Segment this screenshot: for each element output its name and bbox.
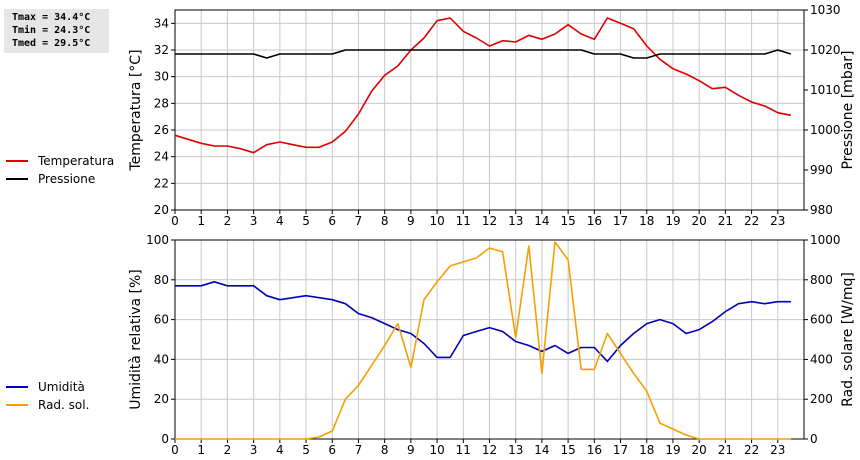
x-tick-label: 11 xyxy=(456,443,471,457)
x-tick-label: 10 xyxy=(429,214,444,228)
x-tick-label: 13 xyxy=(508,443,523,457)
x-tick-label: 17 xyxy=(613,443,628,457)
x-tick-label: 20 xyxy=(692,214,707,228)
x-tick-label: 7 xyxy=(355,443,363,457)
y-axis-title-left: Umidità relativa [%] xyxy=(128,269,144,410)
y-tick-label-right: 1020 xyxy=(810,43,841,57)
y-tick-label-left: 30 xyxy=(154,70,169,84)
x-tick-label: 16 xyxy=(587,214,602,228)
plot-frame xyxy=(174,9,805,211)
x-tick-label: 4 xyxy=(276,214,284,228)
y-axis-title-left: Temperatura [°C] xyxy=(128,49,144,171)
x-tick-label: 18 xyxy=(639,443,654,457)
y-tick-label-left: 60 xyxy=(154,313,169,327)
y-tick-label-left: 0 xyxy=(161,432,169,446)
legend-label: Rad. sol. xyxy=(38,398,89,412)
x-tick-label: 15 xyxy=(560,443,575,457)
x-tick-label: 21 xyxy=(718,214,733,228)
x-tick-label: 21 xyxy=(718,443,733,457)
x-tick-label: 6 xyxy=(328,214,336,228)
y-tick-label-right: 980 xyxy=(810,203,833,217)
y-tick-label-right: 400 xyxy=(810,352,833,366)
x-tick-label: 19 xyxy=(665,443,680,457)
legend-label: Pressione xyxy=(38,172,95,186)
legend-label: Temperatura xyxy=(37,154,114,168)
x-tick-label: 12 xyxy=(482,214,497,228)
y-axis-title-right: Pressione [mbar] xyxy=(840,50,856,169)
x-tick-label: 14 xyxy=(534,214,549,228)
x-tick-label: 17 xyxy=(613,214,628,228)
legend-label: Umidità xyxy=(38,380,85,394)
x-tick-label: 19 xyxy=(665,214,680,228)
y-tick-label-right: 1000 xyxy=(810,233,841,247)
y-tick-label-right: 0 xyxy=(810,432,818,446)
y-tick-label-left: 20 xyxy=(154,392,169,406)
x-tick-label: 1 xyxy=(197,443,205,457)
stats-box: Tmax = 34.4°C Tmin = 24.3°C Tmed = 29.5°… xyxy=(4,9,109,53)
x-tick-label: 6 xyxy=(328,443,336,457)
x-tick-label: 1 xyxy=(197,214,205,228)
x-tick-label: 3 xyxy=(250,214,258,228)
y-tick-label-right: 1000 xyxy=(810,123,841,137)
x-tick-label: 22 xyxy=(744,214,759,228)
x-tick-label: 23 xyxy=(770,214,785,228)
x-tick-label: 7 xyxy=(355,214,363,228)
y-tick-label-right: 200 xyxy=(810,392,833,406)
y-tick-label-right: 600 xyxy=(810,313,833,327)
y-tick-label-left: 22 xyxy=(154,176,169,190)
x-tick-label: 13 xyxy=(508,214,523,228)
y-tick-label-right: 1010 xyxy=(810,83,841,97)
y-tick-label-right: 1030 xyxy=(810,3,841,17)
x-tick-label: 16 xyxy=(587,443,602,457)
series-line-rad-sol- xyxy=(175,241,791,440)
x-tick-label: 14 xyxy=(534,443,549,457)
y-tick-label-right: 800 xyxy=(810,273,833,287)
y-tick-label-left: 26 xyxy=(154,123,169,137)
x-tick-label: 23 xyxy=(770,443,785,457)
y-tick-label-left: 100 xyxy=(146,233,169,247)
x-tick-label: 8 xyxy=(381,443,389,457)
x-tick-label: 5 xyxy=(302,214,310,228)
y-tick-label-left: 40 xyxy=(154,352,169,366)
plot-frame xyxy=(174,239,805,440)
y-tick-label-left: 80 xyxy=(154,273,169,287)
x-tick-label: 5 xyxy=(302,443,310,457)
y-tick-label-left: 34 xyxy=(154,16,169,30)
x-tick-label: 4 xyxy=(276,443,284,457)
x-tick-label: 20 xyxy=(692,443,707,457)
x-tick-label: 11 xyxy=(456,214,471,228)
x-tick-label: 2 xyxy=(224,214,232,228)
x-tick-label: 9 xyxy=(407,443,415,457)
y-tick-label-left: 32 xyxy=(154,43,169,57)
x-tick-label: 2 xyxy=(224,443,232,457)
series-line-umidit- xyxy=(175,280,791,363)
x-tick-label: 15 xyxy=(560,214,575,228)
y-tick-label-left: 20 xyxy=(154,203,169,217)
x-tick-label: 9 xyxy=(407,214,415,228)
x-tick-label: 3 xyxy=(250,443,258,457)
series-line-pressione xyxy=(175,49,792,59)
tmed-label: Tmed = 29.5°C xyxy=(12,38,91,49)
y-tick-label-left: 28 xyxy=(154,96,169,110)
x-tick-label: 0 xyxy=(171,214,179,228)
x-tick-label: 12 xyxy=(482,443,497,457)
y-tick-label-left: 24 xyxy=(154,150,169,164)
tmin-label: Tmin = 24.3°C xyxy=(12,25,91,36)
series-line-temperatura xyxy=(174,17,792,154)
y-axis-title-right: Rad. solare [W/mq] xyxy=(840,272,856,407)
x-tick-label: 22 xyxy=(744,443,759,457)
x-tick-label: 18 xyxy=(639,214,654,228)
tmax-label: Tmax = 34.4°C xyxy=(12,12,91,23)
x-tick-label: 0 xyxy=(171,443,179,457)
x-tick-label: 8 xyxy=(381,214,389,228)
y-tick-label-right: 990 xyxy=(810,163,833,177)
x-tick-label: 10 xyxy=(429,443,444,457)
